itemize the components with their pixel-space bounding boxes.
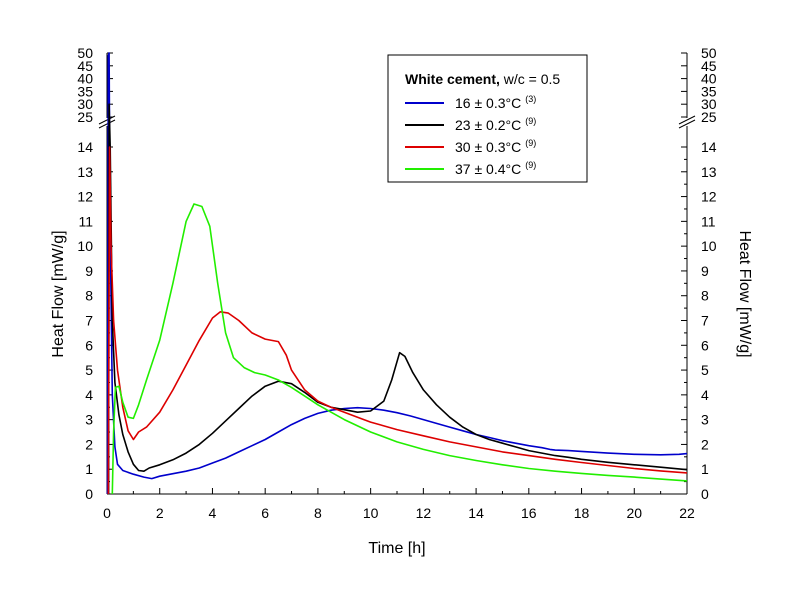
legend-title-rest: w/c = 0.5: [500, 71, 561, 87]
legend-entries: 16 ± 0.3°C (3)23 ± 0.2°C (9)30 ± 0.3°C (9)3…: [405, 94, 536, 177]
legend-box: [387, 54, 588, 183]
left-y-tick-label: 1: [85, 461, 93, 477]
right-y-upper-tick-label: 40: [701, 71, 717, 87]
legend-series-ref: (9): [525, 116, 536, 126]
right-y-upper-tick-label: 45: [701, 58, 717, 74]
left-y-tick-label: 12: [77, 189, 93, 205]
x-tick-label: 0: [103, 505, 111, 521]
legend-series-name: 16 ± 0.3°C: [455, 95, 521, 111]
left-y-tick-label: 3: [85, 412, 93, 428]
series-line-1: [106, 52, 688, 495]
right-y-tick-label: 1: [701, 461, 709, 477]
axes: 0 2 4 6 8 10 12 14 16 18 20 22012345678910111213142…: [77, 45, 716, 521]
x-tick-label: 2: [156, 505, 164, 521]
right-y-upper-tick-label: 25: [701, 109, 717, 125]
right-y-tick-label: 12: [701, 189, 717, 205]
left-y-tick-label: 13: [77, 164, 93, 180]
right-y-tick-label: 14: [701, 139, 717, 155]
x-tick-label: 8: [314, 505, 322, 521]
right-y-tick-label: 2: [701, 436, 709, 452]
axis-labels: Time [h] Heat Flow [mW/g] Heat Flow [mW/…: [50, 230, 753, 557]
right-y-tick-label: 5: [701, 362, 709, 378]
left-y-upper-tick-label: 40: [77, 71, 93, 87]
left-axis-break-mark: [98, 119, 116, 129]
left-y-tick-label: 2: [85, 436, 93, 452]
legend-title-bold: White cement,: [405, 71, 500, 87]
x-tick-label: 16: [521, 505, 537, 521]
x-tick-label: 14: [468, 505, 484, 521]
legend-series-name: 23 ± 0.2°C: [455, 117, 521, 133]
left-y-tick-label: 10: [77, 238, 93, 254]
x-tick-label: 4: [209, 505, 217, 521]
x-tick-label: 20: [626, 505, 642, 521]
right-y-tick-label: 8: [701, 288, 709, 304]
right-y-tick-label: 7: [701, 313, 709, 329]
left-y-upper-tick-label: 30: [77, 96, 93, 112]
x-tick-label: 12: [416, 505, 432, 521]
legend-series-name: 30 ± 0.3°C: [455, 139, 521, 155]
right-y-upper-tick-label: 30: [701, 96, 717, 112]
series-lines: [106, 52, 688, 495]
left-y-upper-tick-label: 35: [77, 83, 93, 99]
right-y-tick-label: 6: [701, 337, 709, 353]
left-y-tick-label: 7: [85, 313, 93, 329]
series-line-4: [111, 203, 688, 495]
right-y-tick-label: 13: [701, 164, 717, 180]
left-y-tick-label: 14: [77, 139, 93, 155]
left-y-upper-tick-label: 25: [77, 109, 93, 125]
x-tick-label: 10: [363, 505, 379, 521]
legend-label: 37 ± 0.4°C (9): [455, 160, 536, 177]
left-y-tick-label: 4: [85, 387, 93, 403]
right-y-tick-label: 3: [701, 412, 709, 428]
x-tick-label: 22: [679, 505, 695, 521]
right-axis-break-mark: [678, 119, 696, 129]
x-tick-label: 6: [261, 505, 269, 521]
right-axis-break-mark: [678, 115, 696, 125]
right-y-tick-label: 11: [701, 213, 716, 229]
legend-series-ref: (3): [525, 94, 536, 104]
left-y-tick-label: 6: [85, 337, 93, 353]
right-y-tick-label: 4: [701, 387, 709, 403]
left-y-tick-label: 9: [85, 263, 93, 279]
left-y-tick-label: 11: [78, 213, 93, 229]
legend-label: 23 ± 0.2°C (9): [455, 116, 536, 133]
legend-series-ref: (9): [525, 138, 536, 148]
right-y-tick-label: 10: [701, 238, 717, 254]
right-y-upper-tick-label: 50: [701, 45, 717, 61]
legend-label: 16 ± 0.3°C (3): [455, 94, 536, 111]
legend: White cement, w/c = 0.5 16 ± 0.3°C (3) 23 …: [387, 54, 588, 183]
legend-series-name: 37 ± 0.4°C: [455, 161, 521, 177]
right-y-upper-tick-label: 35: [701, 83, 717, 99]
y-axis-title-left: Heat Flow [mW/g]: [50, 230, 67, 357]
y-axis-title-right: Heat Flow [mW/g]: [736, 230, 753, 357]
legend-title: White cement, w/c = 0.5: [405, 71, 560, 87]
left-y-upper-tick-label: 50: [77, 45, 93, 61]
x-tick-label: 18: [574, 505, 590, 521]
right-y-tick-label: 9: [701, 263, 709, 279]
left-y-tick-label: 5: [85, 362, 93, 378]
right-y-tick-label: 0: [701, 486, 709, 502]
left-y-tick-label: 0: [85, 486, 93, 502]
x-axis-title: Time [h]: [368, 540, 425, 557]
legend-series-ref: (9): [525, 160, 536, 170]
legend-label: 30 ± 0.3°C (9): [455, 138, 536, 155]
left-y-upper-tick-label: 45: [77, 58, 93, 74]
left-y-tick-label: 8: [85, 288, 93, 304]
series-line-3: [107, 146, 688, 495]
